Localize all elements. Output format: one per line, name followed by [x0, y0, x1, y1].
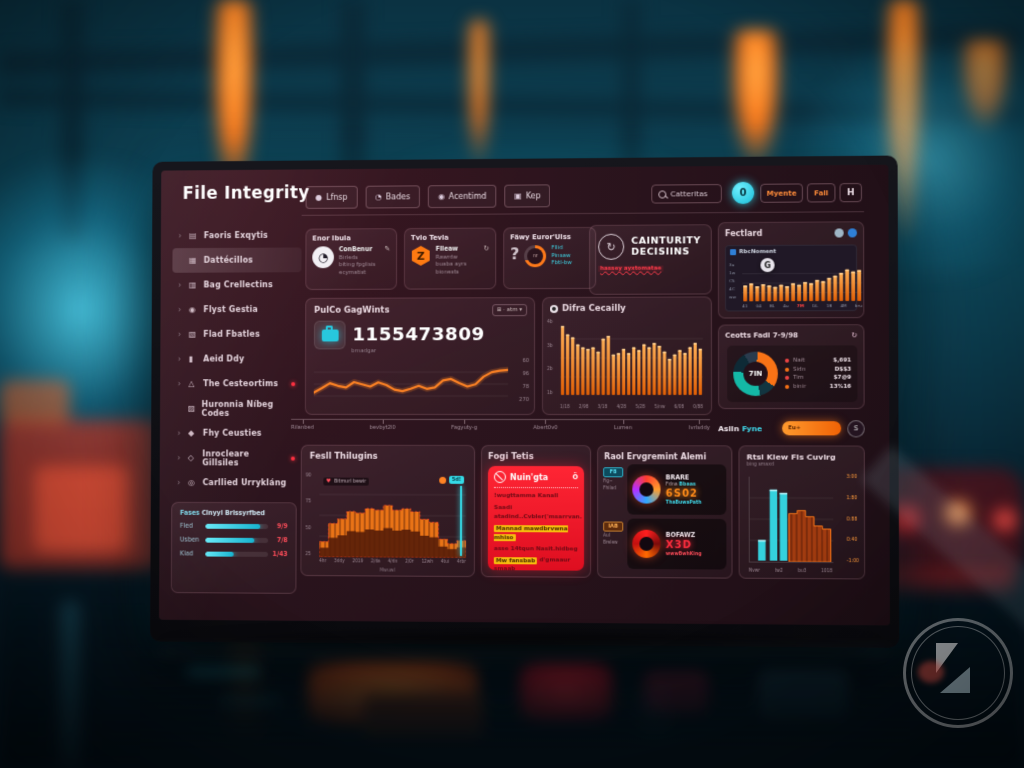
scene: File Integrity ●Lfnsp◔Bades◉Acentimd▣Kep… — [0, 0, 1024, 768]
vignette — [0, 0, 1024, 768]
